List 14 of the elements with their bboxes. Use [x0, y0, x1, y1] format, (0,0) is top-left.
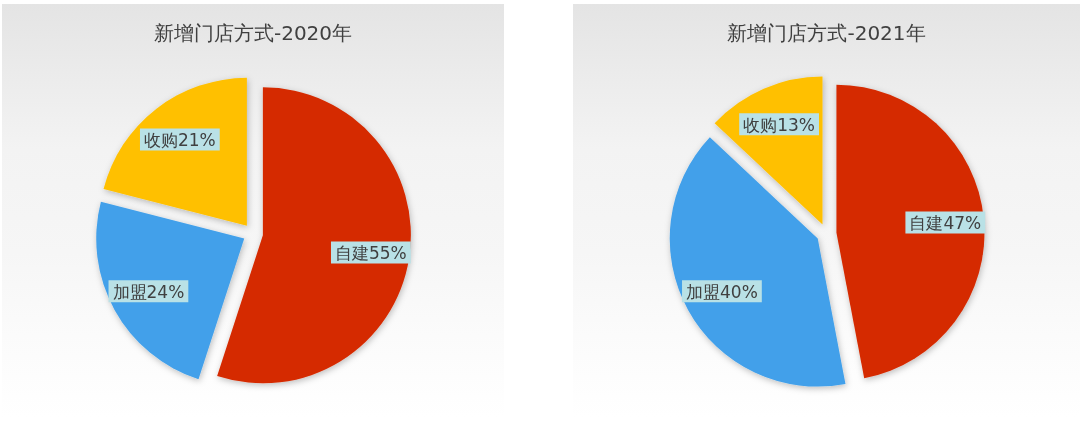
chart-title: 新增门店方式-2020年: [153, 21, 353, 45]
data-label: 13%: [777, 114, 815, 135]
data-label: 47%: [943, 213, 982, 234]
data-label: 24%: [146, 281, 185, 302]
slice-label: 收购: [743, 114, 778, 135]
data-label: 55%: [368, 242, 407, 263]
chart-title: 新增门店方式-2021年: [727, 21, 926, 45]
slice-label: 收购: [143, 129, 178, 150]
slice-label: 加盟: [112, 281, 147, 302]
data-label: 21%: [177, 129, 216, 150]
slice-label: 自建: [334, 242, 369, 263]
slice-label: 自建: [909, 213, 944, 234]
slice-label: 加盟: [686, 281, 721, 302]
data-label: 40%: [720, 281, 758, 302]
